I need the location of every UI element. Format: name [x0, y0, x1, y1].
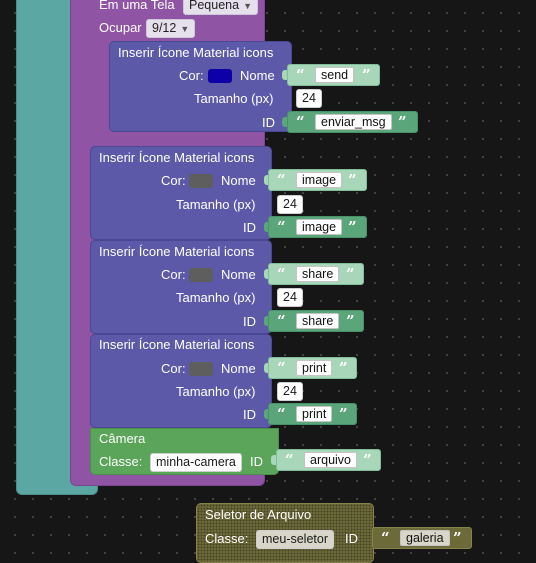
tamanho-input[interactable]: 24 [277, 195, 303, 214]
camera-id-text-block[interactable]: “ arquivo ” [276, 449, 381, 471]
input-connector [264, 409, 270, 419]
id-value[interactable]: share [296, 313, 340, 329]
quote-open-icon: “ [277, 171, 286, 189]
input-connector [264, 363, 270, 373]
ocupar-label: Ocupar [99, 20, 142, 35]
camera-id-label: ID [250, 454, 263, 469]
input-connector [264, 175, 270, 185]
nome-text-block[interactable]: “ print ” [268, 357, 357, 379]
quote-close-icon: ” [348, 218, 357, 236]
color-label: Cor: [161, 267, 186, 282]
input-connector [264, 222, 270, 232]
color-label: Cor: [179, 68, 204, 83]
tamanho-input[interactable]: 24 [277, 288, 303, 307]
quote-open-icon: “ [296, 113, 305, 131]
icon-block-title: Inserir Ícone Material icons [118, 45, 274, 60]
ocupar-dropdown[interactable]: 9/12 ▼ [146, 19, 196, 38]
id-text-block[interactable]: “ print ” [268, 403, 357, 425]
nome-label: Nome [221, 173, 256, 188]
quote-close-icon: ” [339, 359, 348, 377]
color-swatch[interactable] [189, 174, 213, 188]
input-connector [264, 269, 270, 279]
nome-label: Nome [240, 68, 275, 83]
quote-close-icon: ” [339, 405, 348, 423]
nome-value[interactable]: send [315, 67, 355, 83]
file-selector-id-label: ID [345, 531, 358, 546]
quote-close-icon: ” [453, 529, 462, 547]
color-swatch[interactable] [189, 268, 213, 282]
color-label: Cor: [161, 173, 186, 188]
quote-close-icon: ” [346, 312, 355, 330]
nome-value[interactable]: print [296, 360, 333, 376]
id-value[interactable]: image [296, 219, 343, 235]
nome-text-block[interactable]: “ image ” [268, 169, 367, 191]
nome-text-block[interactable]: “ send ” [287, 64, 380, 86]
id-text-block[interactable]: “ share ” [268, 310, 364, 332]
file-selector-id-value[interactable]: galeria [400, 530, 450, 546]
quote-close-icon: ” [363, 451, 372, 469]
camera-classe-label: Classe: [99, 454, 143, 469]
id-label: ID [243, 220, 256, 235]
nome-text-block[interactable]: “ share ” [268, 263, 364, 285]
tamanho-input[interactable]: 24 [296, 89, 322, 108]
quote-close-icon: ” [346, 265, 355, 283]
camera-classe-input[interactable]: minha-camera [150, 453, 242, 472]
nome-label: Nome [221, 267, 256, 282]
quote-open-icon: “ [277, 218, 286, 236]
id-value[interactable]: print [296, 406, 333, 422]
camera-title: Câmera [99, 431, 146, 446]
nome-value[interactable]: share [296, 266, 340, 282]
icon-block[interactable] [90, 240, 272, 334]
chevron-down-icon: ▼ [180, 24, 190, 34]
id-label: ID [243, 407, 256, 422]
quote-open-icon: “ [277, 405, 286, 423]
icon-block[interactable] [109, 41, 292, 132]
file-selector-classe-input[interactable]: meu-seletor [256, 530, 334, 549]
input-connector [264, 316, 270, 326]
file-selector-classe-label: Classe: [205, 531, 249, 546]
tamanho-input[interactable]: 24 [277, 382, 303, 401]
nome-value[interactable]: image [296, 172, 343, 188]
icon-block-title: Inserir Ícone Material icons [99, 337, 255, 352]
quote-open-icon: “ [277, 359, 286, 377]
tamanho-label: Tamanho (px) [176, 197, 256, 212]
tamanho-label: Tamanho (px) [176, 384, 256, 399]
color-swatch[interactable] [189, 362, 213, 376]
icon-block[interactable] [90, 146, 272, 240]
quote-open-icon: “ [277, 312, 286, 330]
id-label: ID [262, 115, 275, 130]
input-connector [271, 455, 277, 465]
input-connector [282, 117, 288, 127]
nome-label: Nome [221, 361, 256, 376]
quote-close-icon: ” [348, 171, 357, 189]
ocupar-value: 9/12 [152, 21, 177, 35]
quote-close-icon: ” [362, 66, 371, 84]
id-value[interactable]: enviar_msg [315, 114, 392, 130]
quote-open-icon: “ [381, 529, 390, 547]
quote-close-icon: ” [398, 113, 407, 131]
id-label: ID [243, 314, 256, 329]
icon-block-title: Inserir Ícone Material icons [99, 244, 255, 259]
screen-size-value: Pequena [189, 0, 240, 12]
tamanho-label: Tamanho (px) [176, 290, 256, 305]
screen-size-dropdown[interactable]: Pequena ▼ [183, 0, 258, 15]
screen-label: Em uma Tela [99, 0, 175, 12]
camera-id-value[interactable]: arquivo [304, 452, 357, 468]
id-text-block[interactable]: “ enviar_msg ” [287, 111, 418, 133]
color-swatch[interactable] [208, 69, 232, 83]
id-text-block[interactable]: “ image ” [268, 216, 367, 238]
file-selector-title: Seletor de Arquivo [205, 507, 312, 522]
quote-open-icon: “ [285, 451, 294, 469]
file-selector-id-text-block[interactable]: “ galeria ” [372, 527, 472, 549]
color-label: Cor: [161, 361, 186, 376]
quote-open-icon: “ [296, 66, 305, 84]
input-connector [282, 70, 288, 80]
quote-open-icon: “ [277, 265, 286, 283]
tamanho-label: Tamanho (px) [194, 91, 274, 106]
chevron-down-icon: ▼ [243, 1, 252, 11]
icon-block-title: Inserir Ícone Material icons [99, 150, 255, 165]
icon-block[interactable] [90, 334, 272, 428]
